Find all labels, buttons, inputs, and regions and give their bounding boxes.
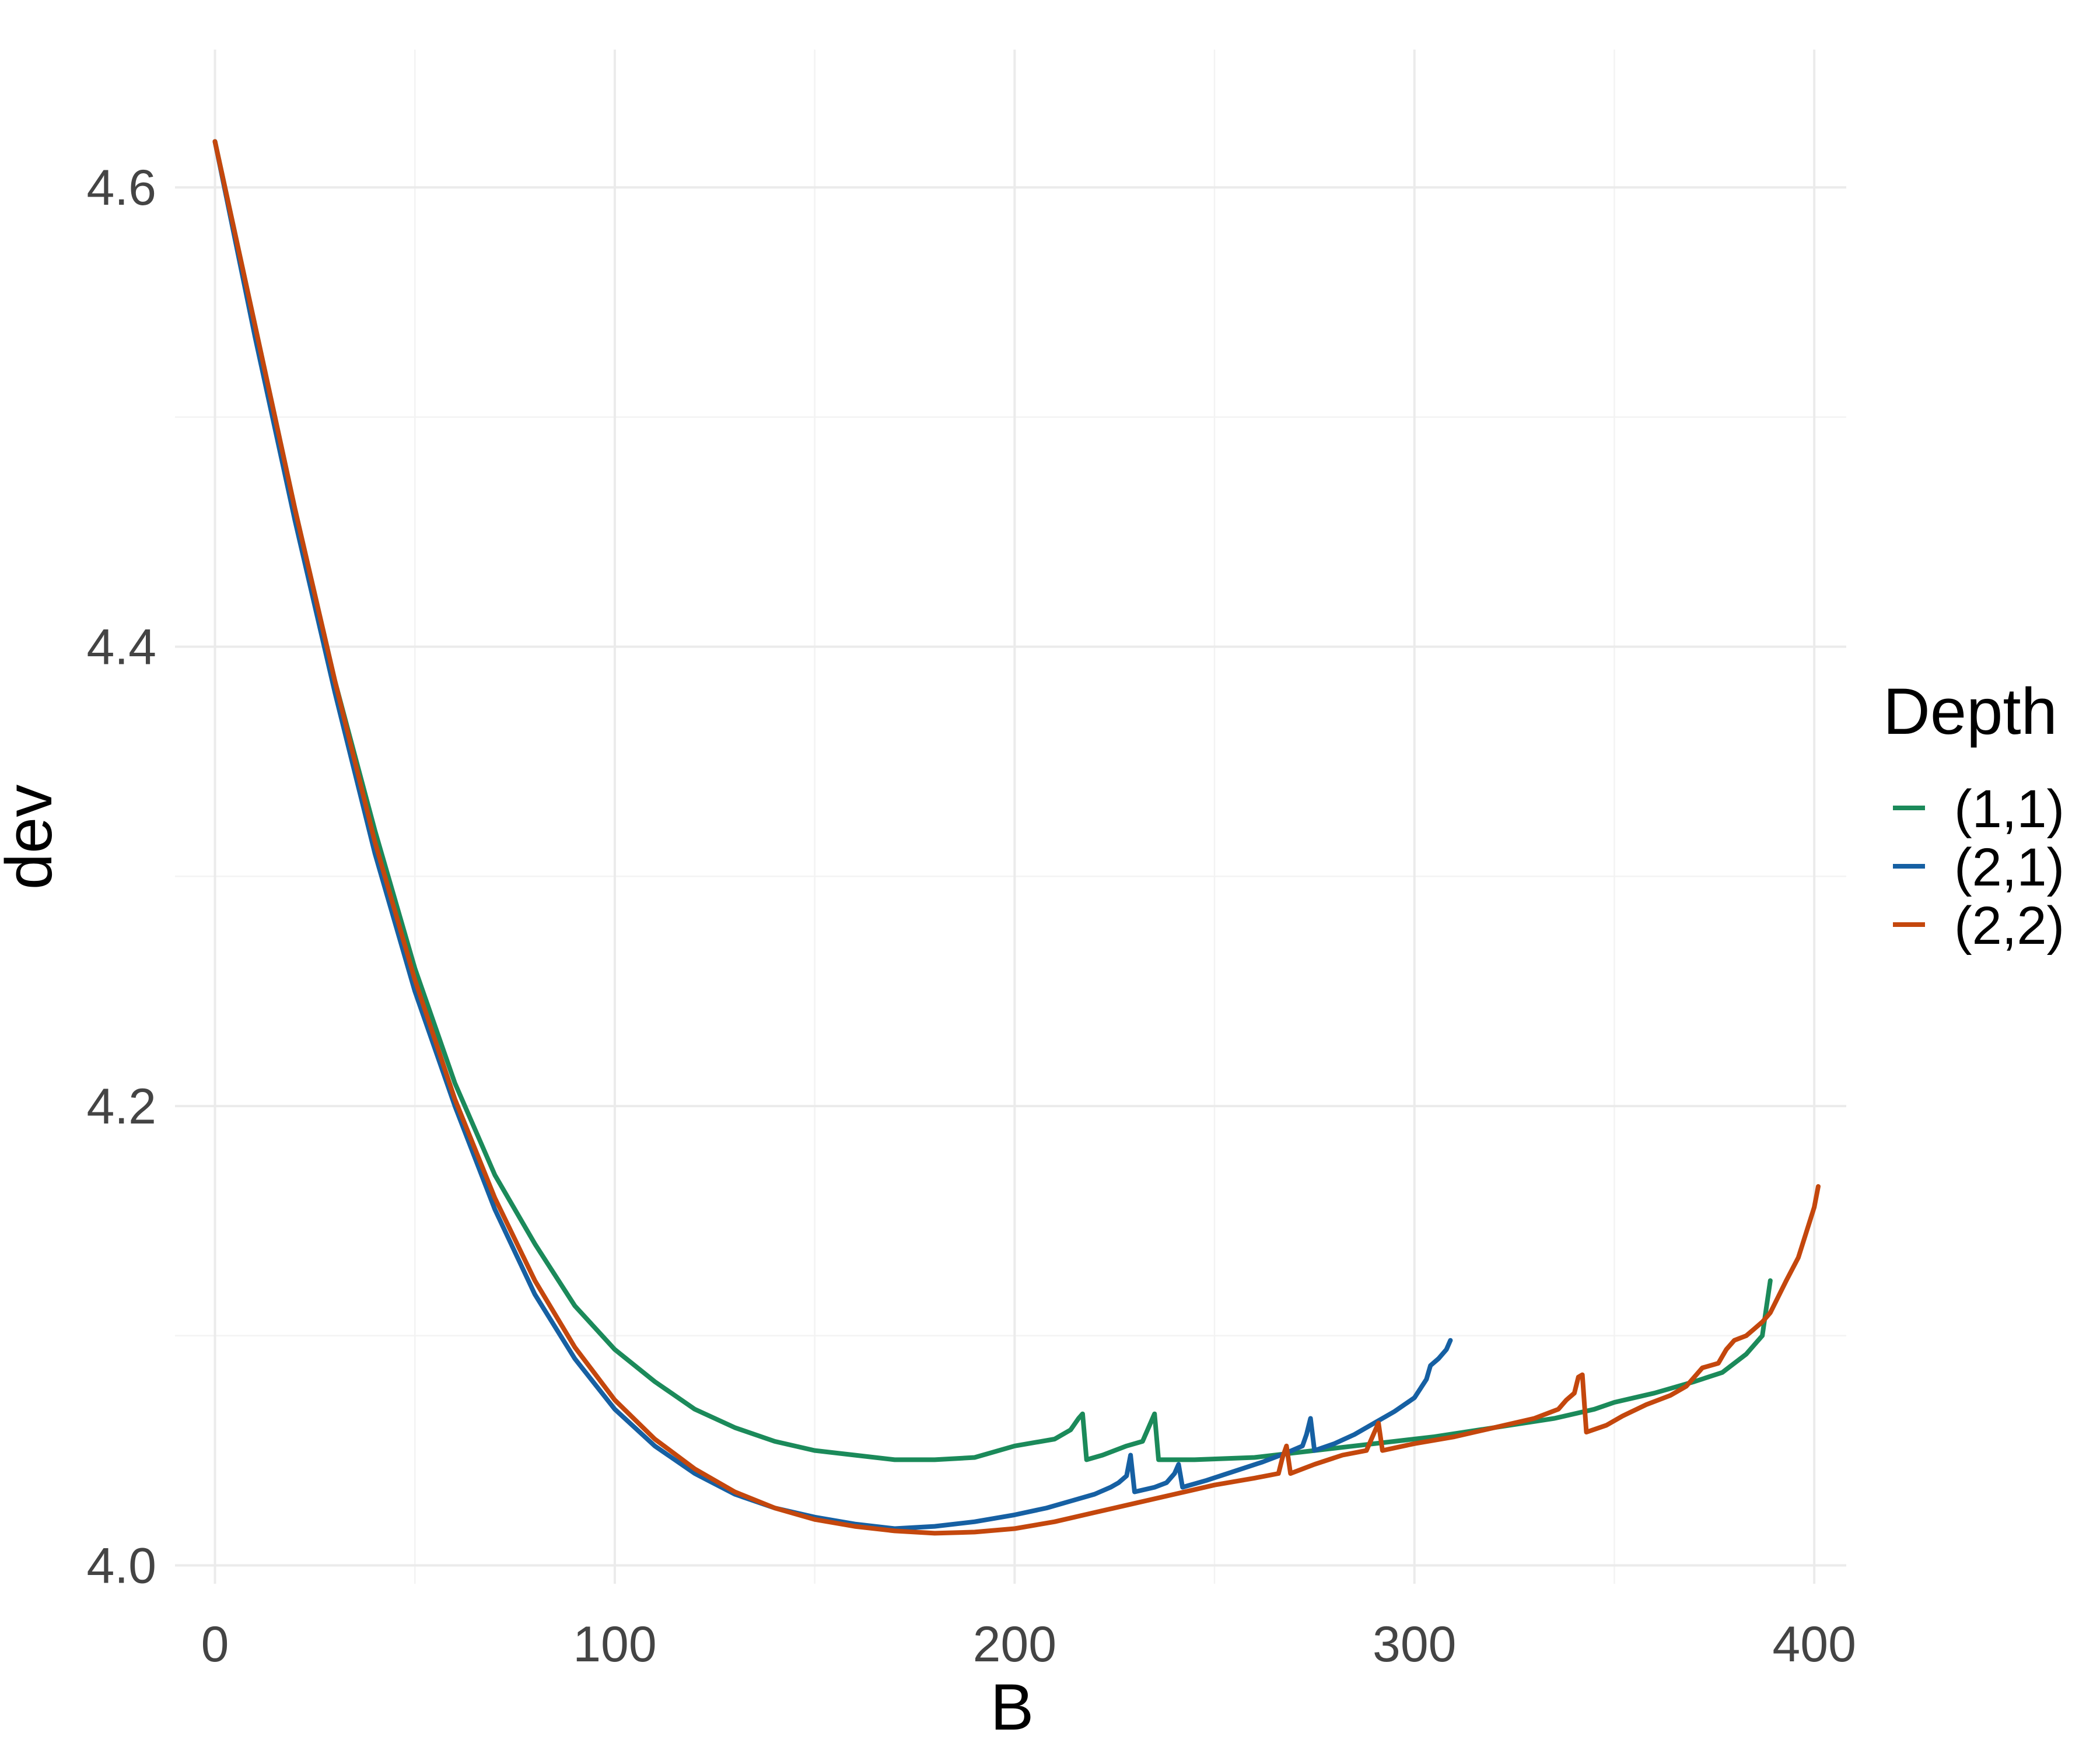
y-tick-label: 4.6 bbox=[86, 160, 156, 216]
major-gridlines bbox=[175, 50, 1846, 1584]
legend-label: (2,1) bbox=[1954, 838, 2064, 897]
x-axis-tick-labels: 0 100 200 300 400 bbox=[201, 1616, 1856, 1672]
legend-label: (2,2) bbox=[1954, 896, 2064, 956]
series-line--1-1- bbox=[212, 139, 1773, 1462]
legend-items: (1,1)(2,1)(2,2) bbox=[1893, 779, 2064, 956]
x-tick-label: 200 bbox=[973, 1616, 1057, 1672]
x-tick-label: 300 bbox=[1373, 1616, 1457, 1672]
series-lines bbox=[212, 139, 1821, 1536]
x-tick-label: 100 bbox=[573, 1616, 657, 1672]
minor-gridlines bbox=[175, 50, 1846, 1584]
y-axis-tick-labels: 4.0 4.2 4.4 4.6 bbox=[86, 160, 156, 1594]
y-axis-title: dev bbox=[0, 785, 65, 890]
y-tick-label: 4.0 bbox=[86, 1538, 156, 1594]
x-tick-label: 0 bbox=[201, 1616, 229, 1672]
legend-label: (1,1) bbox=[1954, 779, 2064, 839]
x-tick-label: 400 bbox=[1772, 1616, 1856, 1672]
y-tick-label: 4.4 bbox=[86, 620, 156, 676]
legend-title: Depth bbox=[1883, 675, 2057, 748]
legend: Depth (1,1)(2,1)(2,2) bbox=[1883, 675, 2064, 956]
x-axis-title: B bbox=[991, 1671, 1034, 1744]
series-line--2-1- bbox=[212, 139, 1453, 1531]
series-line--2-2- bbox=[212, 139, 1821, 1536]
y-tick-label: 4.2 bbox=[86, 1079, 156, 1135]
